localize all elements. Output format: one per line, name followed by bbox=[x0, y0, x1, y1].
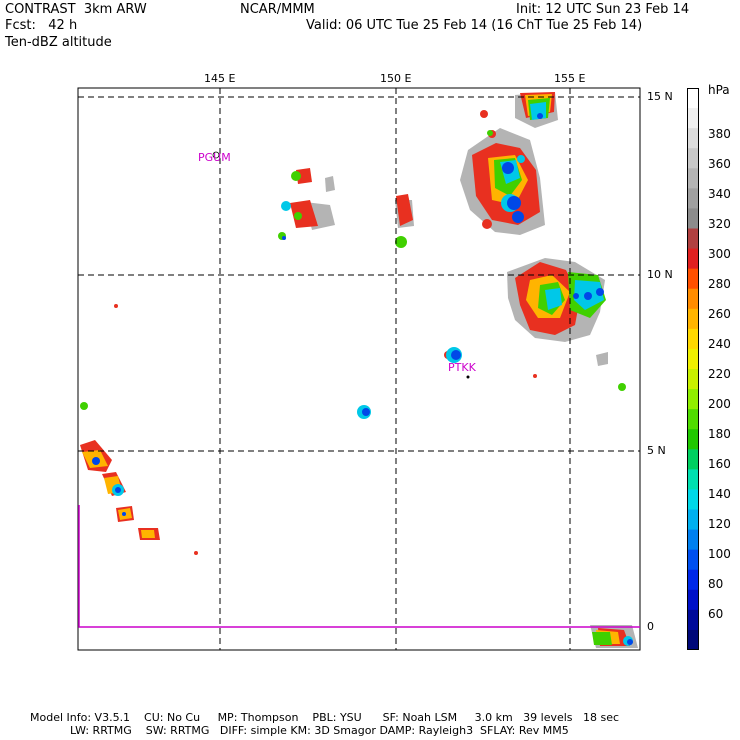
colorbar-swatch bbox=[687, 288, 699, 310]
forecast-hour: Fcst: 42 h bbox=[5, 18, 78, 33]
model-info-line2: LW: RRTMG SW: RRTMG DIFF: simple KM: 3D … bbox=[70, 724, 569, 737]
colorbar-swatch bbox=[687, 148, 699, 169]
storm-cells bbox=[80, 92, 638, 648]
field-name: Ten-dBZ altitude bbox=[5, 35, 112, 50]
colorbar-swatch bbox=[687, 328, 699, 350]
colorbar-tick-label: 340 bbox=[708, 187, 731, 201]
colorbar-tick-label: 380 bbox=[708, 127, 731, 141]
station-label-ptkk: PTKK bbox=[448, 361, 476, 374]
map-frame bbox=[77, 87, 641, 651]
colorbar-swatch bbox=[687, 389, 699, 410]
colorbar-unit: hPa bbox=[708, 83, 730, 97]
colorbar-swatch bbox=[687, 529, 699, 551]
colorbar-swatch bbox=[687, 168, 699, 189]
colorbar bbox=[687, 88, 699, 650]
colorbar-tick-label: 320 bbox=[708, 217, 731, 231]
lon-label-155: 155 E bbox=[554, 72, 586, 85]
colorbar-tick-label: 360 bbox=[708, 157, 731, 171]
colorbar-tick-label: 80 bbox=[708, 577, 724, 591]
colorbar-tick-label: 160 bbox=[708, 457, 731, 471]
station-marker-ptkk bbox=[466, 375, 470, 379]
colorbar-tick-label: 100 bbox=[708, 547, 731, 561]
institution: NCAR/MMM bbox=[240, 2, 315, 17]
colorbar-swatch bbox=[687, 268, 699, 290]
colorbar-tick-label: 220 bbox=[708, 367, 731, 381]
lat-label-15n: 15 N bbox=[647, 90, 673, 103]
colorbar-tick-label: 240 bbox=[708, 337, 731, 351]
inner-domain-boundary bbox=[78, 505, 640, 628]
colorbar-tick-label: 300 bbox=[708, 247, 731, 261]
colorbar-tick-label: 60 bbox=[708, 607, 724, 621]
colorbar-swatch bbox=[687, 469, 699, 490]
colorbar-tick-label: 200 bbox=[708, 397, 731, 411]
colorbar-swatch bbox=[687, 409, 699, 430]
colorbar-swatch bbox=[687, 188, 699, 209]
colorbar-swatch bbox=[687, 108, 699, 129]
colorbar-swatch bbox=[687, 348, 699, 370]
colorbar-swatch bbox=[687, 308, 699, 330]
colorbar-swatch bbox=[687, 248, 699, 270]
model-info-line1: Model Info: V3.5.1 CU: No Cu MP: Thompso… bbox=[30, 711, 620, 724]
colorbar-swatch bbox=[687, 429, 699, 450]
colorbar-swatch bbox=[687, 549, 699, 571]
model-title: CONTRAST 3km ARW bbox=[5, 2, 147, 17]
colorbar-frame bbox=[687, 88, 699, 650]
colorbar-tick-label: 180 bbox=[708, 427, 731, 441]
colorbar-swatch bbox=[687, 128, 699, 149]
colorbar-swatch bbox=[687, 208, 699, 229]
lat-label-10n: 10 N bbox=[647, 268, 673, 281]
valid-time: Valid: 06 UTC Tue 25 Feb 14 (16 ChT Tue … bbox=[306, 18, 643, 33]
colorbar-tick-label: 120 bbox=[708, 517, 731, 531]
colorbar-tick-label: 140 bbox=[708, 487, 731, 501]
colorbar-swatch bbox=[687, 489, 699, 510]
station-marker-pgum bbox=[212, 151, 220, 159]
colorbar-swatch bbox=[687, 589, 699, 611]
lat-label-0: 0 bbox=[647, 620, 654, 633]
station-label-pgum: PGUM bbox=[198, 151, 231, 164]
colorbar-swatch bbox=[687, 629, 699, 650]
colorbar-swatch bbox=[687, 88, 699, 109]
colorbar-swatch bbox=[687, 449, 699, 470]
lon-label-150: 150 E bbox=[380, 72, 412, 85]
init-time: Init: 12 UTC Sun 23 Feb 14 bbox=[516, 2, 690, 17]
colorbar-swatch bbox=[687, 228, 699, 250]
colorbar-tick-label: 260 bbox=[708, 307, 731, 321]
colorbar-swatch bbox=[687, 369, 699, 390]
lat-label-5n: 5 N bbox=[647, 444, 666, 457]
lon-label-145: 145 E bbox=[204, 72, 236, 85]
colorbar-tick-label: 280 bbox=[708, 277, 731, 291]
colorbar-swatch bbox=[687, 509, 699, 531]
colorbar-swatch bbox=[687, 569, 699, 591]
colorbar-swatch bbox=[687, 609, 699, 631]
